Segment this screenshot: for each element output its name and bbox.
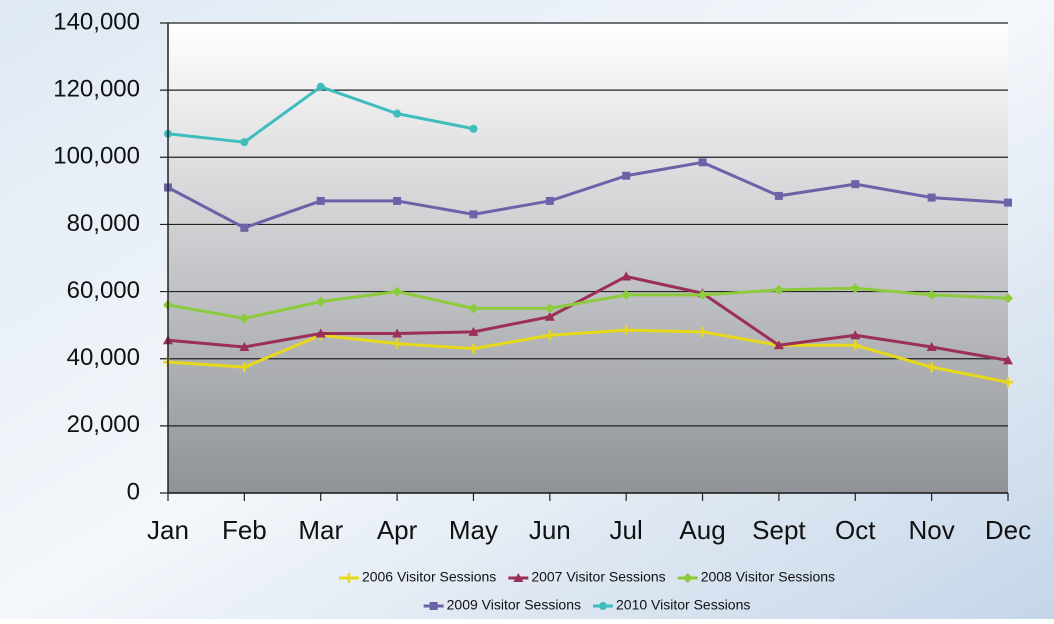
marker [926,341,937,351]
marker [468,343,479,354]
marker [1003,293,1013,304]
marker [316,82,325,91]
marker [239,341,250,351]
marker [682,573,693,583]
x-tick-label: Mar [298,515,343,545]
marker [239,362,250,373]
legend-label: 2009 Visitor Sessions [447,597,581,613]
marker [393,196,402,205]
y-tick-label: 0 [127,478,140,505]
series-line [167,160,1009,230]
legend-item: 2010 Visitor Sessions [593,597,750,613]
marker [1004,198,1012,207]
legend-item: 2007 Visitor Sessions [508,569,666,585]
y-tick-label: 40,000 [67,344,140,371]
marker [392,328,403,338]
marker [1003,377,1013,388]
x-tick-label: Jun [529,515,571,545]
marker [599,602,607,610]
marker [545,196,554,205]
marker [429,602,438,610]
marker [697,326,708,337]
marker [544,303,555,314]
y-tick-label: 120,000 [53,75,140,102]
marker [621,325,632,336]
marker [621,271,632,281]
marker [315,328,326,338]
legend-item: 2009 Visitor Sessions [423,597,581,613]
marker [392,338,403,349]
marker [240,138,249,147]
legend-label: 2008 Visitor Sessions [701,569,835,585]
marker [469,210,478,219]
marker [544,311,555,321]
legend-label: 2010 Visitor Sessions [616,597,750,613]
x-tick-label: Apr [377,515,418,545]
x-tick-label: Jan [147,515,189,545]
marker [469,124,478,133]
marker [468,326,479,336]
x-tick-label: Sept [752,515,806,545]
x-tick-label: Aug [679,515,725,545]
marker [927,193,936,202]
y-tick-label: 80,000 [67,210,140,237]
x-tick-label: Oct [835,515,876,545]
legend-label: 2007 Visitor Sessions [531,569,665,585]
y-tick-label: 100,000 [53,143,140,170]
marker [315,296,326,307]
marker [513,573,524,582]
marker [697,289,708,300]
marker [392,286,403,297]
x-tick-label: Nov [909,515,955,545]
marker [622,171,631,180]
series-line [167,274,1009,362]
x-tick-label: Feb [222,515,267,545]
y-tick-label: 60,000 [67,277,140,304]
marker [773,340,784,350]
marker [773,284,784,295]
marker [1003,355,1013,365]
marker [240,223,249,232]
marker [850,330,861,340]
marker [468,303,479,314]
marker [239,313,250,324]
marker [850,340,861,351]
legend-label: 2006 Visitor Sessions [362,569,496,585]
marker [926,362,937,373]
marker [850,283,861,294]
y-tick-label: 20,000 [67,411,140,438]
series-line [167,328,1009,384]
x-tick-label: Dec [985,515,1031,545]
marker [851,180,860,189]
legend-item: 2008 Visitor Sessions [677,569,835,585]
marker [393,109,402,118]
marker [621,289,632,300]
marker [343,573,354,583]
x-tick-label: May [449,515,498,545]
series-line [167,286,1009,320]
legend-item: 2006 Visitor Sessions [338,569,496,585]
marker [774,191,783,200]
y-tick-label: 140,000 [53,8,140,35]
marker [316,196,325,205]
marker [544,330,555,341]
marker [926,289,937,300]
plot-area [168,23,1008,493]
x-tick-label: Jul [610,515,643,545]
marker [698,158,707,167]
